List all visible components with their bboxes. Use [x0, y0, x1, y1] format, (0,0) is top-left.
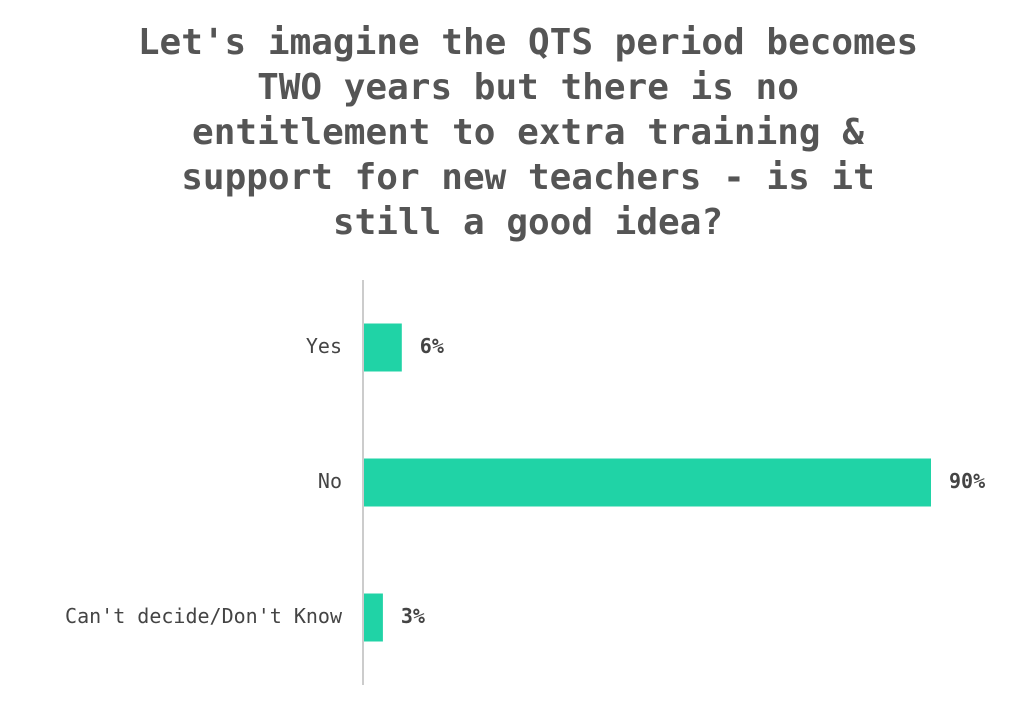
chart-title: Let's imagine the QTS period becomes TWO…: [137, 22, 919, 243]
category-label: Can't decide/Don't Know: [65, 604, 343, 628]
category-label: No: [318, 469, 342, 493]
category-label: Yes: [306, 334, 342, 358]
bar: [364, 323, 402, 372]
value-label: 3%: [401, 604, 425, 628]
value-label: 90%: [949, 469, 985, 493]
bar: [364, 458, 931, 507]
bar: [364, 593, 383, 642]
value-label: 6%: [420, 334, 444, 358]
